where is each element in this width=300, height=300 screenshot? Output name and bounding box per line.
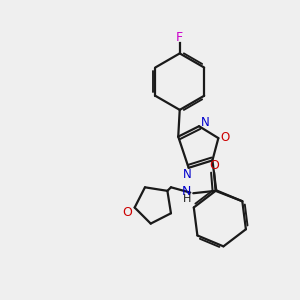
Text: O: O — [220, 131, 230, 144]
Text: N: N — [182, 185, 191, 198]
Text: O: O — [122, 206, 132, 219]
Text: O: O — [209, 159, 219, 172]
Text: F: F — [176, 32, 183, 44]
Text: H: H — [182, 194, 191, 204]
Text: N: N — [201, 116, 210, 129]
Text: N: N — [183, 168, 191, 181]
